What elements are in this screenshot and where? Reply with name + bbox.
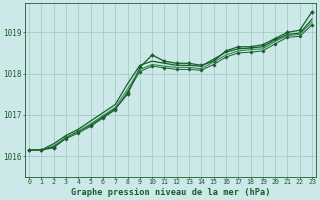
X-axis label: Graphe pression niveau de la mer (hPa): Graphe pression niveau de la mer (hPa): [71, 188, 270, 197]
